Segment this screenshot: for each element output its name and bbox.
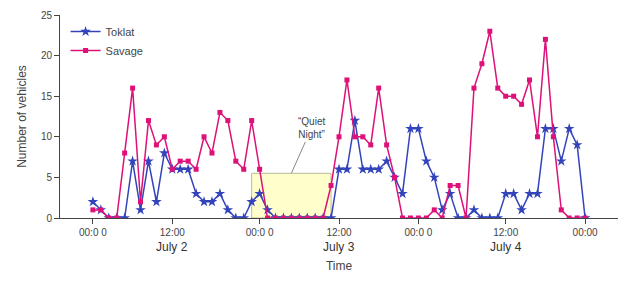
svg-text:Time: Time [326, 259, 353, 273]
svg-text:25: 25 [41, 10, 53, 21]
svg-text:12:00: 12:00 [493, 227, 518, 238]
svg-text:0: 0 [46, 213, 52, 224]
svg-text:00:0 0: 00:0 0 [79, 227, 107, 238]
svg-text:Number of vehicles: Number of vehicles [15, 65, 29, 168]
svg-text:20: 20 [41, 50, 53, 61]
svg-text:12:00: 12:00 [160, 227, 185, 238]
svg-text:Savage: Savage [106, 45, 143, 57]
svg-text:00:0 0: 00:0 0 [404, 227, 432, 238]
svg-text:00:0 0: 00:0 0 [246, 227, 274, 238]
svg-text:July 4: July 4 [490, 240, 522, 254]
svg-text:July 3: July 3 [323, 240, 355, 254]
svg-text:Toklat: Toklat [106, 26, 135, 38]
svg-text:12:00: 12:00 [326, 227, 351, 238]
svg-text:“QuietNight”: “QuietNight” [298, 116, 325, 140]
svg-text:10: 10 [41, 131, 53, 142]
svg-text:5: 5 [46, 172, 52, 183]
svg-text:00:00: 00:00 [573, 227, 598, 238]
svg-text:15: 15 [41, 91, 53, 102]
svg-text:July 2: July 2 [156, 240, 188, 254]
